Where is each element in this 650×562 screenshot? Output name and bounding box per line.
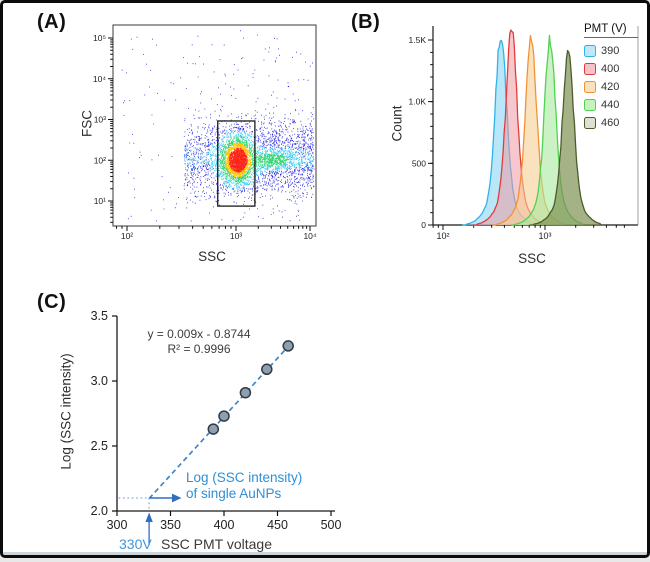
panel-c-plot: 300 350 400 450 500 2.0 2.5 3.0 3.5 [91,309,342,545]
legend-row-390: 390 [584,42,638,60]
panel-a-x-axis-label: SSC [198,249,226,264]
panel-c-y-axis-label: Log (SSC intensity) [58,353,74,470]
svg-text:450: 450 [267,518,288,532]
svg-text:10⁵: 10⁵ [93,33,106,43]
legend-row-400: 400 [584,60,638,78]
svg-text:1.5K: 1.5K [409,35,427,45]
svg-text:10⁴: 10⁴ [93,74,106,84]
histogram-460v [529,49,602,226]
data-point-460v [282,340,294,352]
svg-text:400: 400 [214,518,235,532]
legend-swatch-460 [584,117,596,129]
annotation-line-2: of single AuNPs [186,486,282,501]
legend-swatch-390 [584,45,596,57]
panel-a-y-axis-label: FSC [79,110,95,137]
panel-c-label: (C) [37,291,67,313]
panel-c-axes: 300 350 400 450 500 2.0 2.5 3.0 3.5 [91,309,342,532]
legend-label-390: 390 [601,45,620,57]
r-squared-value: R² = 0.9996 [167,342,231,356]
svg-text:3.5: 3.5 [91,309,108,323]
data-point-390v [207,423,220,435]
regression-equation: y = 0.009x - 0.8744 [147,327,251,341]
panel-c-x-axis-label: SSC PMT voltage [161,536,273,552]
svg-text:500: 500 [412,158,426,168]
right-arrowhead [172,493,182,503]
callout-guides [118,493,182,545]
svg-text:500: 500 [321,518,342,532]
pmt-legend-title: PMT (V) [584,23,638,38]
legend-swatch-400 [584,63,596,75]
up-arrowhead [145,512,153,522]
svg-text:2.0: 2.0 [91,504,108,518]
panel-a-axes: 10² 10³ 10⁴ 10¹ 10² 10³ 10⁴ 10⁵ [93,24,317,241]
legend-row-440: 440 [584,96,638,114]
aunp-gate-rect [217,120,256,207]
bottom-edge-strip [3,552,647,555]
legend-label-460: 460 [601,117,620,129]
svg-text:0: 0 [421,220,426,230]
legend-row-420: 420 [584,78,638,96]
svg-text:10³: 10³ [538,231,551,241]
data-point-420v [239,386,252,399]
legend-label-400: 400 [601,63,620,75]
svg-text:10⁴: 10⁴ [303,231,316,241]
svg-text:10¹: 10¹ [94,196,106,206]
svg-text:1.0K: 1.0K [409,97,427,107]
panel-b-y-axis-label: Count [389,105,405,142]
panel-b-axes: 10² 10³ 0 500 1.0K 1.5K [409,26,639,241]
pmt-legend: PMT (V) 390 400 420 440 460 [584,23,638,132]
pmt-legend-rows: 390 400 420 440 460 [584,42,638,132]
panel-b-x-axis-label: SSC [518,251,546,266]
panel-a-label: (A) [37,11,67,33]
svg-text:350: 350 [160,518,181,532]
svg-text:2.5: 2.5 [91,439,108,453]
legend-row-460: 460 [584,114,638,132]
data-point-400v [218,410,230,422]
panel-b-plot: 10² 10³ 0 500 1.0K 1.5K [409,26,639,241]
svg-text:10³: 10³ [94,115,106,125]
svg-text:300: 300 [107,518,128,532]
svg-text:10³: 10³ [230,231,242,241]
legend-label-440: 440 [601,99,620,111]
panel-b-label: (B) [351,11,381,33]
histogram-curves [462,29,602,226]
svg-text:10²: 10² [94,155,106,165]
legend-swatch-440 [584,99,596,111]
pmt-330v-callout-label: 330V [119,536,152,552]
svg-text:10²: 10² [436,231,449,241]
legend-swatch-420 [584,81,596,93]
annotation-line-1: Log (SSC intensity) [186,470,303,485]
data-point-440v [261,363,273,376]
panel-a-plot: 10² 10³ 10⁴ 10¹ 10² 10³ 10⁴ 10⁵ [93,24,317,241]
density-dots [121,30,315,222]
svg-text:3.0: 3.0 [91,374,108,388]
legend-label-420: 420 [601,81,620,93]
svg-text:10²: 10² [121,231,133,241]
figure-canvas: 10² 10³ 10⁴ 10¹ 10² 10³ 10⁴ 10⁵ 10² 10³ 0 500 1.0K 1.… [91,24,639,545]
data-points [207,340,294,435]
